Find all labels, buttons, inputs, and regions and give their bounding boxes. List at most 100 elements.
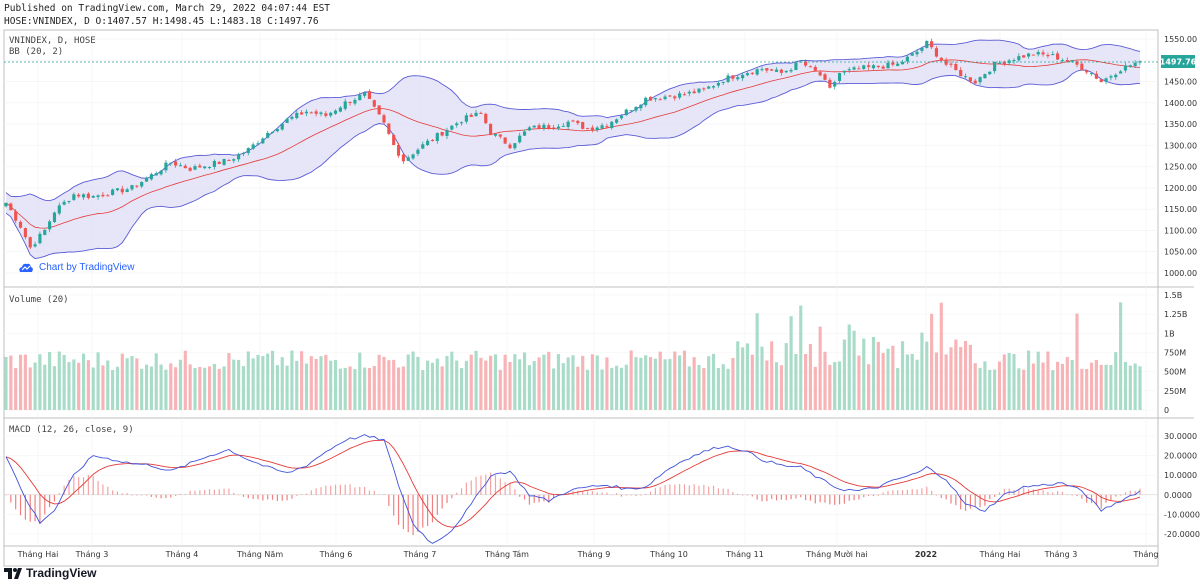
candle <box>14 211 18 221</box>
candle <box>794 62 798 71</box>
candle <box>382 115 386 123</box>
macd-histogram-bar <box>863 494 865 498</box>
price-axis: 1550.00 1450.00 1400.00 1350.00 1300.00 1250.… <box>1164 35 1200 539</box>
macd-label: MACD (12, 26, close, 9) <box>9 425 134 435</box>
candle <box>1075 61 1079 65</box>
macd-histogram-bar <box>262 494 264 501</box>
volume-bar <box>382 356 386 410</box>
macd-histogram-bar <box>683 484 686 495</box>
macd-histogram-bar <box>703 484 705 495</box>
volume-bar <box>246 351 250 410</box>
macd-histogram-bar <box>1057 490 1059 495</box>
macd-histogram-bar <box>746 494 749 496</box>
candle <box>154 173 158 176</box>
volume-bar <box>939 302 943 410</box>
candle <box>508 144 512 149</box>
volume-bar <box>222 366 226 410</box>
candle <box>522 131 527 136</box>
macd-histogram-bar <box>291 494 293 499</box>
candle <box>144 178 149 182</box>
bb-label: BB (20, 2) <box>9 47 64 57</box>
volume-bar <box>702 367 706 410</box>
macd-histogram-bar <box>44 494 46 515</box>
candle <box>891 62 895 65</box>
volume-bar <box>954 339 958 410</box>
macd-histogram-bar <box>523 494 526 500</box>
macd-histogram-bar <box>1139 488 1141 495</box>
volume-bar <box>232 359 236 410</box>
published-line: Published on TradingView.com, March 29, … <box>4 3 331 14</box>
volume-bar <box>629 350 633 410</box>
price-tick-label: 1050.00 <box>1164 248 1197 257</box>
macd-histogram-bar <box>611 494 613 496</box>
volume-bar <box>1017 368 1021 410</box>
volume-bar <box>711 353 716 410</box>
macd-histogram-bar <box>989 494 991 500</box>
volume-bar <box>135 358 139 410</box>
volume-bar <box>585 369 590 410</box>
price-tick-label: 1550.00 <box>1164 35 1197 44</box>
macd-histogram-bar <box>160 494 162 499</box>
upper-band <box>5 39 1141 202</box>
volume-bar <box>988 369 992 410</box>
candle <box>595 127 599 131</box>
macd-histogram-bar <box>1110 494 1112 501</box>
macd-histogram-bar <box>373 490 375 495</box>
last-price-label: 1497.76 <box>1160 58 1197 67</box>
candle <box>38 233 42 244</box>
candle <box>459 122 464 124</box>
candle <box>910 53 914 56</box>
macd-histogram-bar <box>73 476 75 495</box>
time-tick-label: Tháng 7 <box>403 550 437 559</box>
volume-bar <box>731 357 735 410</box>
candle <box>925 40 929 48</box>
candle <box>174 161 178 166</box>
macd-histogram-bar <box>247 494 249 499</box>
candle <box>828 79 832 88</box>
volume-bar <box>842 339 846 410</box>
grid <box>4 30 1158 546</box>
macd-tick-label: -10.0000 <box>1164 510 1200 519</box>
candle <box>96 195 100 197</box>
volume-bar <box>610 367 614 410</box>
candle <box>198 165 202 168</box>
volume-bar <box>23 354 27 410</box>
candle <box>707 86 711 89</box>
macd-histogram-bar <box>1023 487 1025 495</box>
footer-logo[interactable]: TradingView <box>4 566 96 580</box>
volume-bar <box>1094 359 1098 410</box>
tradingview-watermark[interactable]: Chart by TradingView <box>18 262 134 273</box>
time-tick-label: Tháng Hai <box>17 550 59 559</box>
candle <box>358 94 362 101</box>
candle <box>934 48 939 57</box>
macd-histogram-bar <box>693 484 695 495</box>
candle <box>115 188 120 191</box>
macd-pane <box>4 434 1158 544</box>
volume-bar <box>1056 361 1060 410</box>
macd-histogram-bar <box>805 494 807 501</box>
volume-bar <box>183 350 187 410</box>
candle <box>629 110 633 112</box>
volume-bar <box>663 359 667 410</box>
candle <box>876 65 880 68</box>
volume-bar <box>392 359 396 410</box>
candle <box>450 125 454 130</box>
candle <box>396 144 401 156</box>
macd-histogram-bar <box>649 491 652 495</box>
volume-bar <box>673 351 677 410</box>
candle <box>765 68 769 71</box>
candle <box>1133 62 1137 66</box>
candle <box>440 131 444 136</box>
bollinger-bands <box>5 39 1141 260</box>
candle <box>101 194 105 197</box>
candle <box>561 125 565 127</box>
volume-bar <box>741 347 745 410</box>
macd-histogram-bar <box>848 494 850 501</box>
cloud-icon <box>19 263 33 272</box>
macd-histogram-bar <box>620 494 623 497</box>
volume-bar <box>823 351 827 410</box>
candle <box>852 67 856 70</box>
macd-histogram-bar <box>834 494 836 505</box>
volume-bar <box>62 354 66 410</box>
